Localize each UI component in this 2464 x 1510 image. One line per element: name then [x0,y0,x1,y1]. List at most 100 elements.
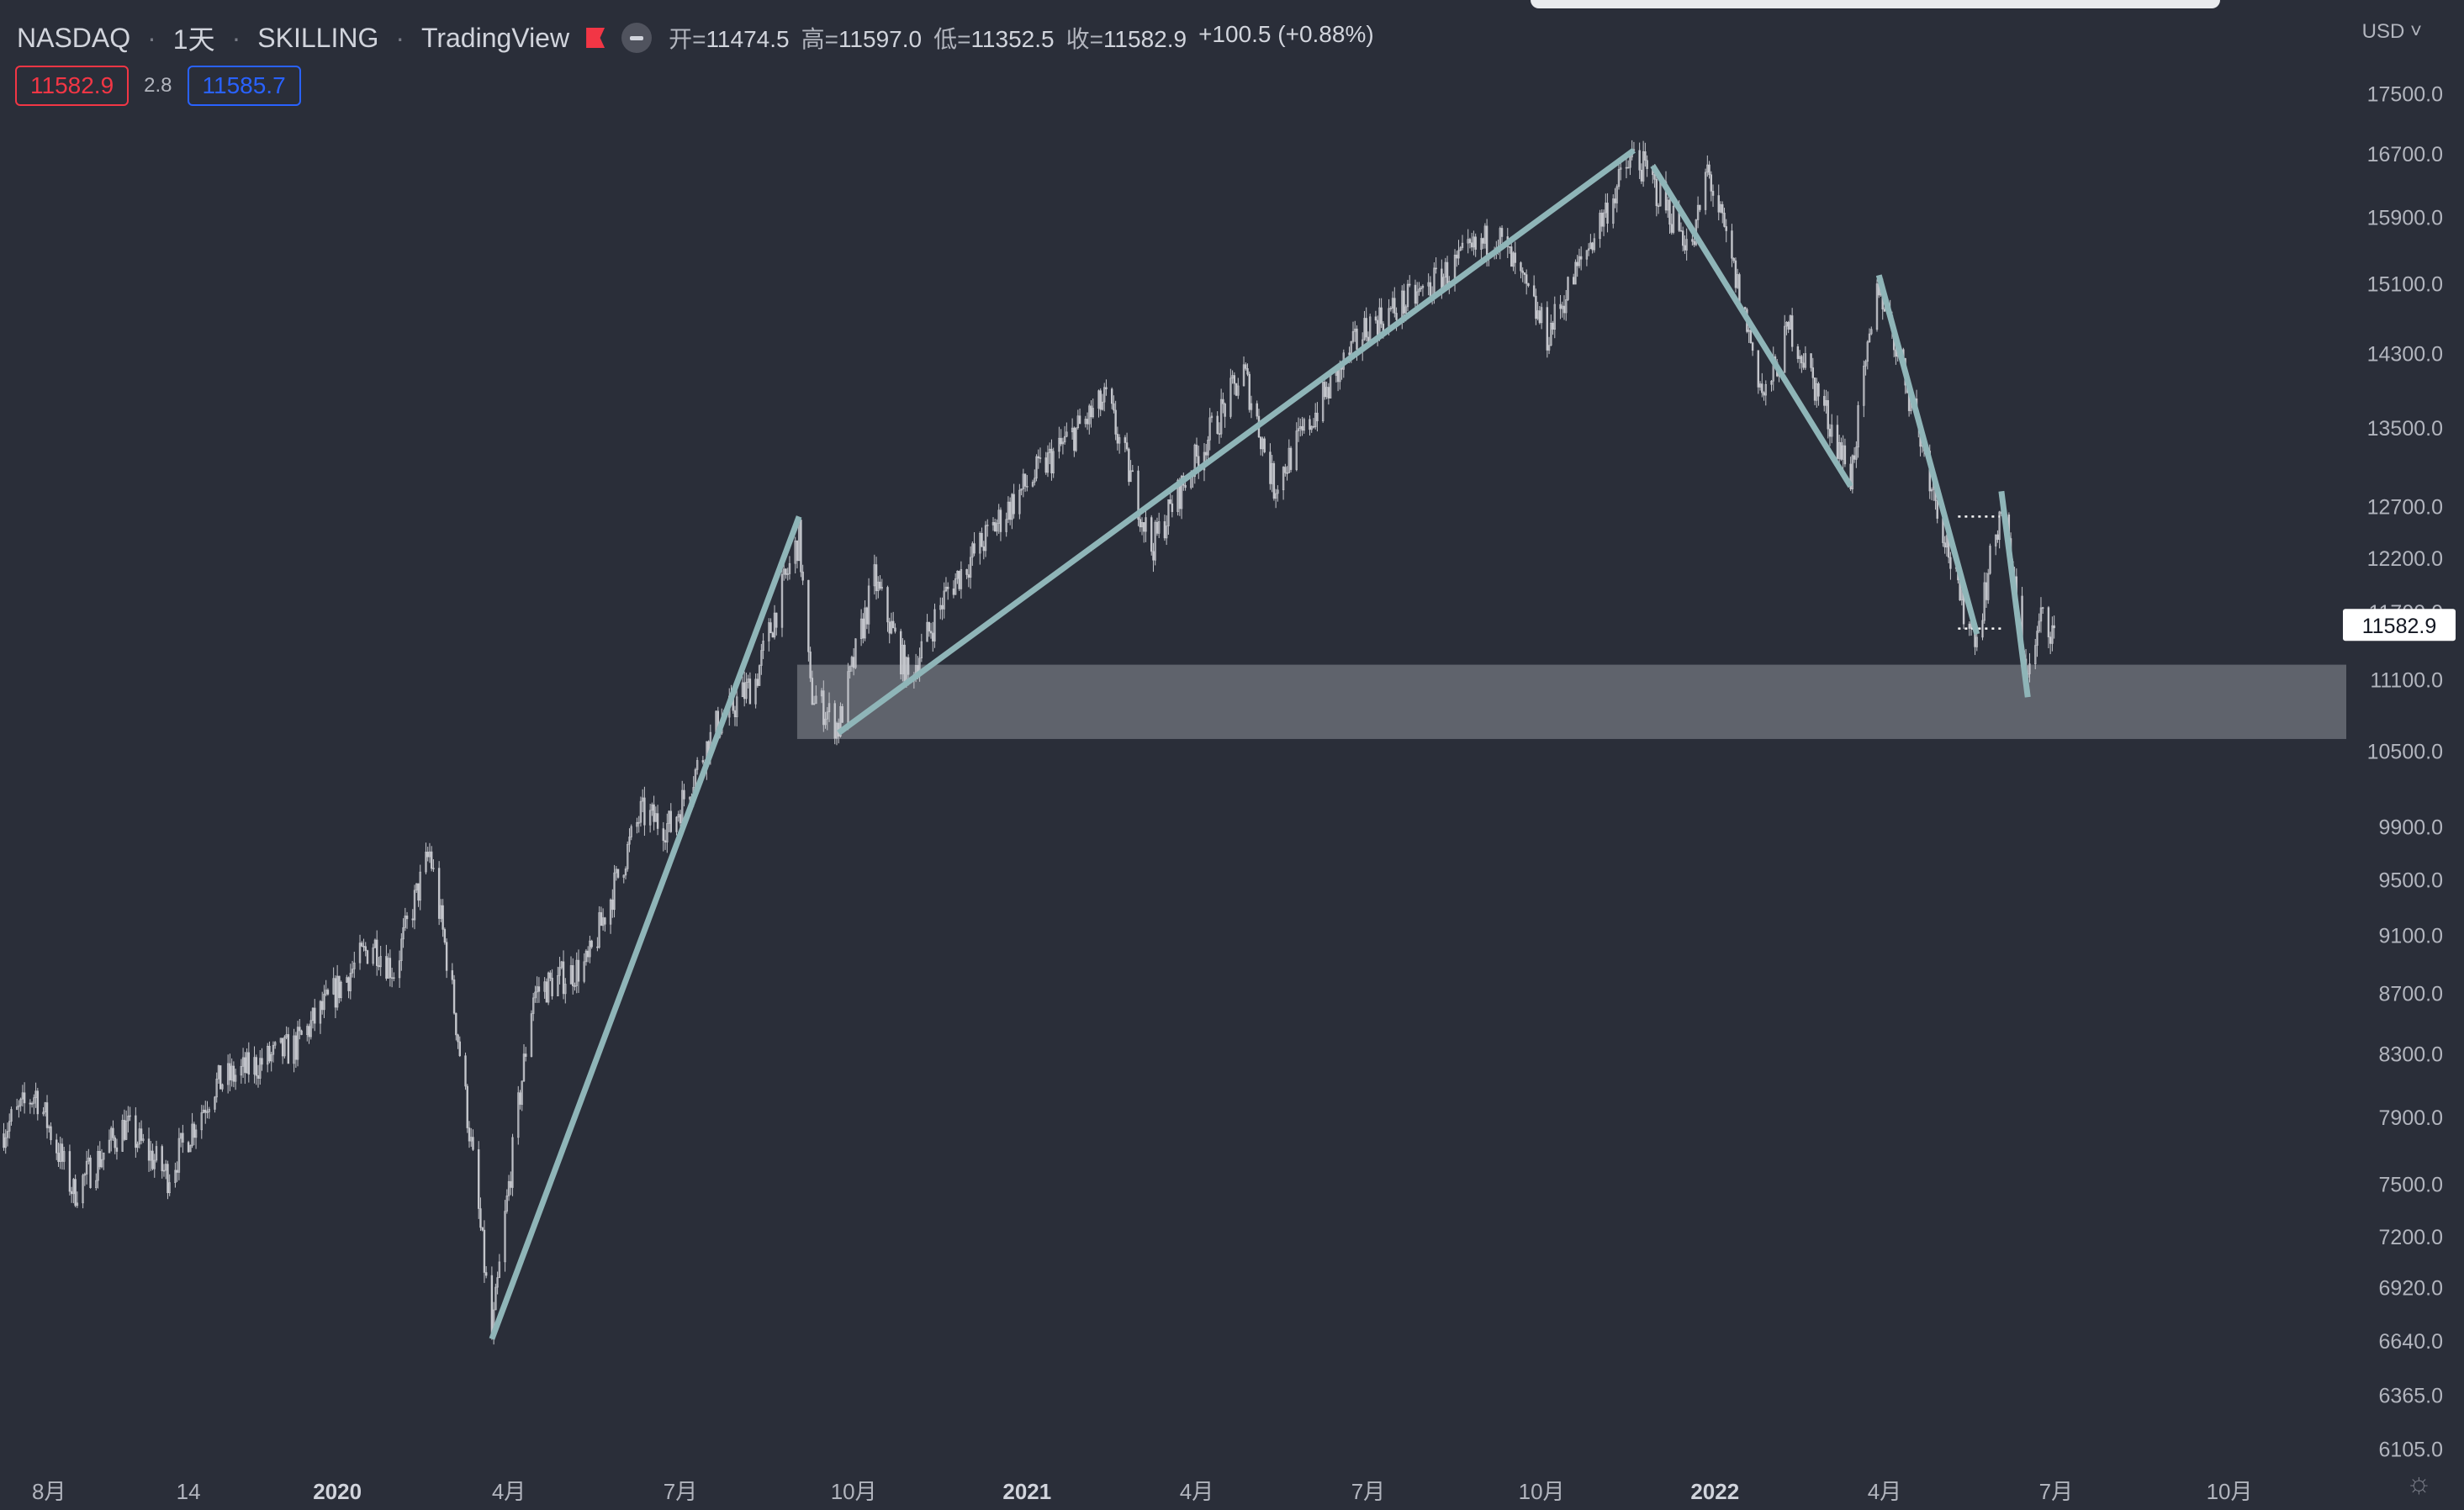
candle-body [1103,387,1106,403]
candle-body [334,978,337,1008]
candle-body [1044,457,1047,473]
symbol-label[interactable]: NASDAQ [17,22,131,53]
buy-price-button[interactable]: 11585.7 [187,66,301,106]
candle-body [1231,375,1234,379]
candle-body [440,905,442,919]
change-value: +100.5 (+0.88%) [1198,21,1374,47]
candle-body [135,1115,137,1148]
candle-body [379,956,382,968]
candle-body [112,1127,114,1138]
candle-body [669,810,672,832]
high-value: 11597.0 [838,26,923,52]
candle-body [1949,557,1952,569]
candle-body [639,800,642,823]
candle-body [214,1096,216,1110]
candle-body [537,986,541,992]
candle-body [1031,482,1034,487]
candle-body [1128,448,1130,483]
candle-body [82,1175,84,1204]
minus-circle-icon[interactable] [621,23,653,53]
candle-body [268,1045,271,1062]
candle-body [1802,362,1805,368]
candle-body [1790,315,1794,347]
candle-body [445,942,448,971]
high-label: 高= [801,26,838,52]
candle-body [1736,274,1739,288]
candle-body [1668,199,1671,225]
candle-body [1761,383,1763,393]
candle-body [1312,425,1315,428]
candle-body [1535,295,1537,319]
candle-body [30,1103,34,1105]
gear-icon[interactable]: ☼ [2405,1467,2432,1499]
candle-body [430,851,433,869]
candle-body [641,797,644,802]
candle-body [929,631,933,634]
candle-body [1011,494,1013,520]
candle-body [796,540,799,562]
candle-body [15,1106,19,1110]
candle-body [1975,636,1978,647]
candle-body [1046,452,1050,473]
candle-body [1284,467,1287,473]
candle-body [1088,405,1091,425]
candle-body [999,509,1002,532]
candle-body [1857,405,1859,448]
candle-body [1574,261,1577,285]
candle-body [1657,205,1660,208]
candle-body [956,570,959,579]
support-zone [796,664,2346,739]
interval-label[interactable]: 1天 [172,24,215,55]
candle-body [1129,470,1132,483]
candle-body [890,620,893,634]
candle-body [1444,261,1447,278]
candle-body [701,760,705,763]
currency-selector[interactable]: USD ˅ [2361,20,2422,43]
candle-body [1099,390,1102,410]
candle-body [481,1227,484,1231]
candle-body [907,657,910,675]
candle-body [1245,364,1247,369]
candle-body [1855,446,1858,460]
candle-body [161,1146,163,1171]
candle-body [1706,164,1709,173]
sell-price-button[interactable]: 11582.9 [15,66,130,106]
quote-bar: 11582.9 2.8 11585.7 [15,66,301,106]
candle-body [1527,282,1530,287]
candle-body [1060,437,1062,445]
candle-body [167,1164,169,1194]
platform-label: TradingView [420,22,570,53]
candle-body [1118,437,1121,444]
candle-body [1749,330,1753,344]
candle-body [1810,353,1812,368]
candle-body [443,929,447,942]
candle-body [1363,318,1366,341]
time-tick-label: 2021 [1002,1479,1051,1504]
candle-body [1615,186,1618,203]
price-axis: 17500.0 16700.0 15900.0 15100.0 14300.0 13500… [2343,0,2464,1510]
candle-body [820,690,823,697]
candle-body [1614,198,1616,203]
candle-body [530,1013,533,1057]
candle-body [1552,322,1554,330]
candle-body [1672,205,1675,233]
candle-body [200,1112,203,1131]
candle-body [1708,164,1711,176]
candle-body [903,644,906,686]
candle-body [241,1057,245,1067]
candle-body [769,622,772,633]
candle-body [1550,322,1552,346]
flag-icon[interactable] [586,28,605,48]
candle-body [4,1137,7,1148]
candle-body [1532,285,1536,297]
candle-body [142,1138,145,1141]
candle-body [1235,383,1238,396]
candle-body [630,826,632,837]
candle-body [219,1065,222,1090]
candle-body [811,678,814,705]
candle-body [494,1286,497,1311]
candle-body [1474,236,1477,250]
candle-body [1008,501,1012,520]
candle-body [1354,328,1356,332]
